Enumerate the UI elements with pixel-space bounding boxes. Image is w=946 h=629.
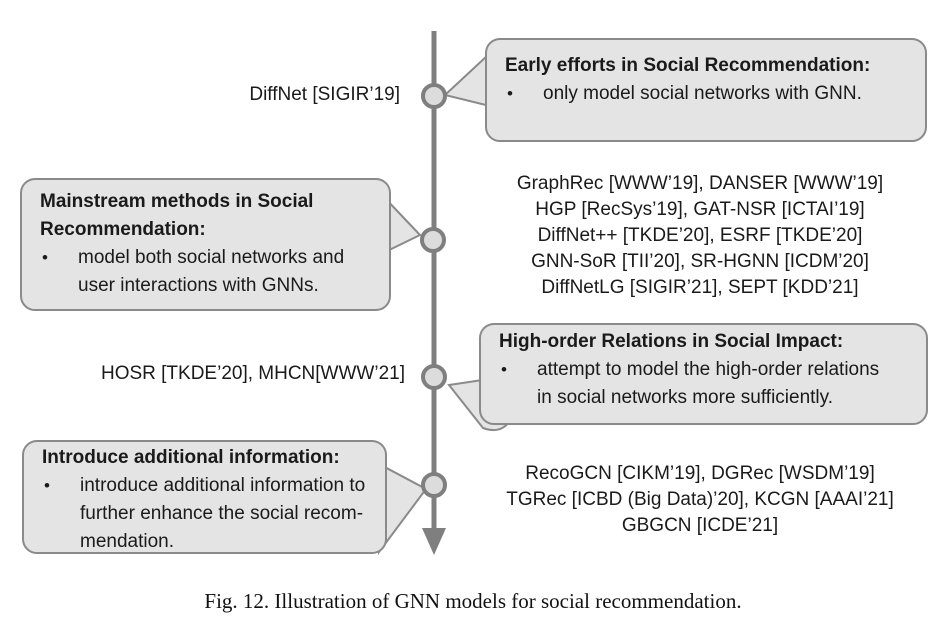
bullet-marker: • bbox=[44, 476, 50, 495]
bullet-marker: • bbox=[507, 84, 513, 103]
callout-title: High-order Relations in Social Impact: bbox=[499, 331, 844, 352]
timeline-label-hosr-mhcn: HOSR [TKDE’20], MHCN[WWW’21] bbox=[100, 363, 405, 384]
callout-early-efforts: Early efforts in Social Recommendation: … bbox=[485, 38, 927, 142]
timeline-node-2 bbox=[420, 227, 446, 253]
timeline-node-4 bbox=[421, 472, 447, 498]
callout-bullet-text: introduce additional information to furt… bbox=[80, 475, 366, 552]
paper-list-additional: RecoGCN [CIKM’19], DGRec [WSDM’19] TGRec… bbox=[460, 461, 940, 539]
callout-high-order-relations: High-order Relations in Social Impact: •… bbox=[479, 323, 928, 425]
bullet-marker: • bbox=[501, 360, 507, 379]
callout-title: Early efforts in Social Recommendation: bbox=[505, 55, 871, 76]
figure-caption: Fig. 12. Illustration of GNN models for … bbox=[204, 589, 742, 613]
bullet-marker: • bbox=[42, 248, 48, 267]
paper-list-line: HGP [RecSys’19], GAT-NSR [ICTAI’19] bbox=[535, 199, 865, 220]
callout-mainstream-methods: Mainstream methods in Social Recommendat… bbox=[20, 178, 391, 311]
paper-list-line: GBGCN [ICDE’21] bbox=[621, 515, 779, 536]
callout-additional-information: Introduce additional information: • intr… bbox=[22, 440, 387, 554]
paper-list-line: RecoGCN [CIKM’19], DGRec [WSDM’19] bbox=[525, 463, 875, 484]
paper-list-line: DiffNet++ [TKDE’20], ESRF [TKDE’20] bbox=[537, 225, 863, 246]
callout-bullet-row: • introduce additional information to fu… bbox=[42, 472, 375, 556]
callout-bullet-row: • only model social networks with GNN. bbox=[505, 80, 915, 108]
callout-bullet-text: only model social networks with GNN. bbox=[543, 83, 862, 104]
callout-title: Introduce additional information: bbox=[42, 447, 340, 468]
paper-list-line: GNN-SoR [TII’20], SR-HGNN [ICDM’20] bbox=[531, 251, 869, 272]
callout-bullet-text: attempt to model the high-order relation… bbox=[537, 359, 880, 408]
paper-list-line: DiffNetLG [SIGIR’21], SEPT [KDD’21] bbox=[541, 277, 859, 298]
timeline-node-1 bbox=[421, 83, 447, 109]
callout-bullet-row: • attempt to model the high-order relati… bbox=[499, 356, 916, 412]
paper-list-line: GraphRec [WWW’19], DANSER [WWW’19] bbox=[516, 173, 884, 194]
callout-title: Mainstream methods in Social Recommendat… bbox=[40, 191, 314, 240]
timeline-node-3 bbox=[421, 364, 447, 390]
paper-list-line: TGRec [ICBD (Big Data)’20], KCGN [AAAI’2… bbox=[506, 489, 894, 510]
callout-bullet-text: model both social networks and user inte… bbox=[78, 247, 345, 296]
callout-bullet-row: • model both social networks and user in… bbox=[40, 244, 379, 300]
timeline-arrowhead-icon bbox=[422, 528, 446, 555]
timeline-label-diffnet: DiffNet [SIGIR’19] bbox=[249, 84, 400, 105]
paper-list-mainstream: GraphRec [WWW’19], DANSER [WWW’19] HGP [… bbox=[460, 171, 940, 301]
